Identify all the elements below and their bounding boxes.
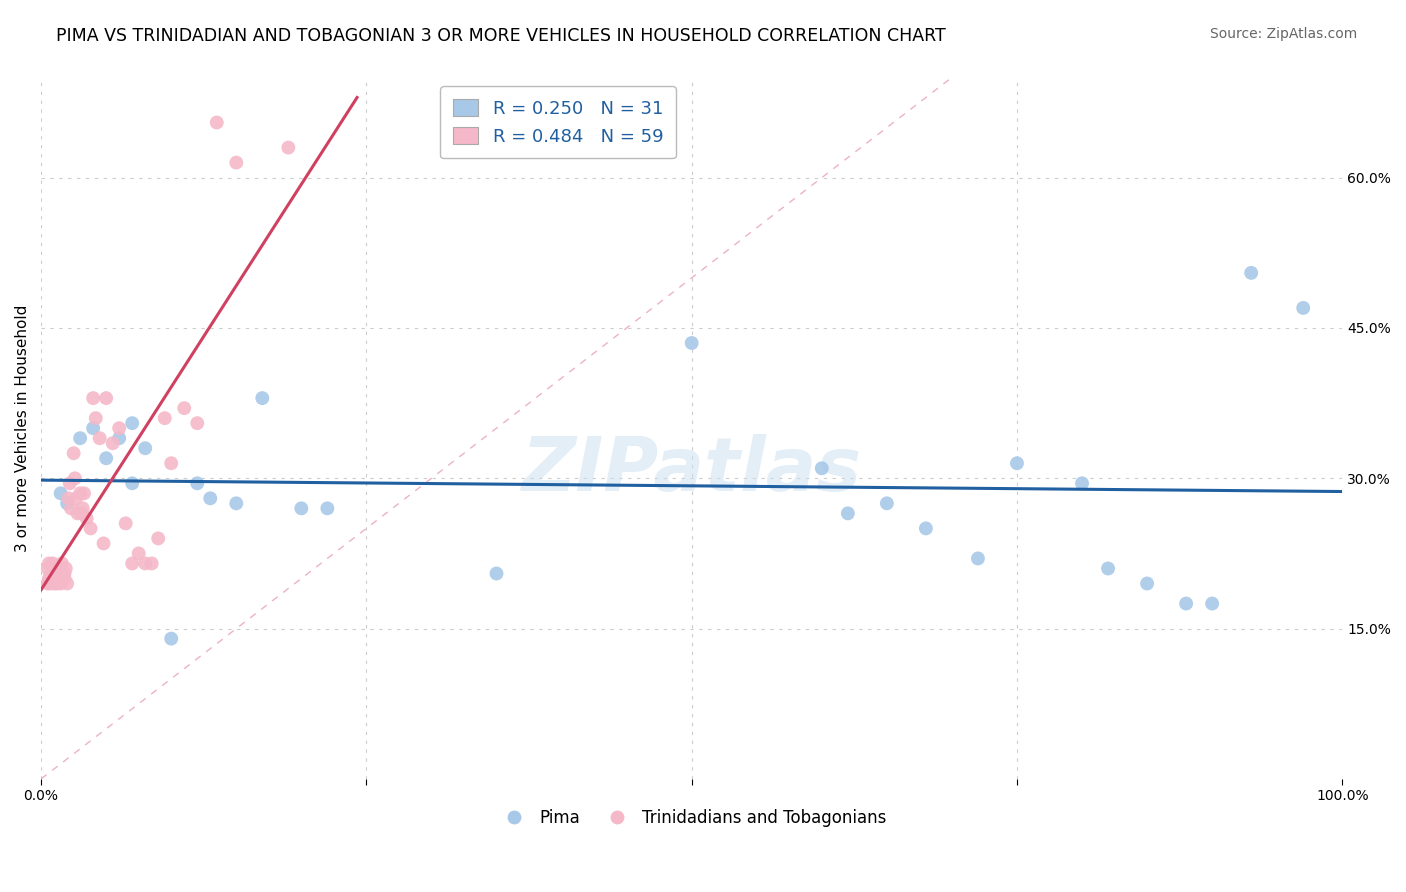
Point xyxy=(186,476,208,491)
Point xyxy=(37,561,59,575)
Point xyxy=(1136,576,1159,591)
Point xyxy=(290,501,312,516)
Point xyxy=(41,572,63,586)
Point xyxy=(58,491,80,506)
Point xyxy=(837,507,859,521)
Point xyxy=(252,391,274,405)
Point xyxy=(79,521,101,535)
Point xyxy=(56,576,79,591)
Point xyxy=(160,456,183,470)
Point xyxy=(1240,266,1263,280)
Point xyxy=(681,336,703,351)
Point xyxy=(38,557,60,571)
Point xyxy=(49,576,72,591)
Point xyxy=(101,436,124,450)
Point xyxy=(51,557,73,571)
Point xyxy=(134,557,156,571)
Legend: Pima, Trinidadians and Tobagonians: Pima, Trinidadians and Tobagonians xyxy=(491,803,893,834)
Point xyxy=(121,476,143,491)
Point xyxy=(41,566,63,581)
Point xyxy=(316,501,339,516)
Point xyxy=(84,411,107,425)
Point xyxy=(153,411,176,425)
Point xyxy=(76,511,98,525)
Point xyxy=(44,572,66,586)
Point xyxy=(108,431,131,445)
Point xyxy=(38,572,60,586)
Point xyxy=(277,140,299,154)
Point xyxy=(82,421,104,435)
Point xyxy=(485,566,508,581)
Point xyxy=(46,572,69,586)
Text: Source: ZipAtlas.com: Source: ZipAtlas.com xyxy=(1209,27,1357,41)
Point xyxy=(60,501,83,516)
Point xyxy=(70,507,93,521)
Point xyxy=(49,486,72,500)
Point xyxy=(39,572,62,586)
Point xyxy=(1097,561,1119,575)
Point xyxy=(42,557,65,571)
Point xyxy=(49,572,72,586)
Point xyxy=(93,536,115,550)
Point xyxy=(225,496,247,510)
Point xyxy=(42,576,65,591)
Point xyxy=(141,557,163,571)
Point xyxy=(42,566,65,581)
Point xyxy=(44,566,66,581)
Point xyxy=(56,496,79,510)
Point xyxy=(62,446,84,460)
Point xyxy=(114,516,136,531)
Point xyxy=(128,546,150,560)
Point xyxy=(66,507,89,521)
Point xyxy=(72,501,94,516)
Point xyxy=(121,557,143,571)
Point xyxy=(59,476,82,491)
Point xyxy=(967,551,990,566)
Point xyxy=(51,572,73,586)
Point xyxy=(1292,301,1315,315)
Point xyxy=(205,115,228,129)
Point xyxy=(82,391,104,405)
Point xyxy=(134,441,156,455)
Point xyxy=(915,521,938,535)
Point xyxy=(173,401,195,416)
Point xyxy=(39,576,62,591)
Point xyxy=(1005,456,1028,470)
Point xyxy=(42,572,65,586)
Point xyxy=(108,421,131,435)
Point xyxy=(89,431,111,445)
Point xyxy=(876,496,898,510)
Point xyxy=(225,155,247,169)
Point xyxy=(37,576,59,591)
Point xyxy=(73,486,96,500)
Point xyxy=(69,486,91,500)
Point xyxy=(63,471,86,485)
Text: PIMA VS TRINIDADIAN AND TOBAGONIAN 3 OR MORE VEHICLES IN HOUSEHOLD CORRELATION C: PIMA VS TRINIDADIAN AND TOBAGONIAN 3 OR … xyxy=(56,27,946,45)
Point xyxy=(55,561,77,575)
Point xyxy=(200,491,222,506)
Point xyxy=(53,566,76,581)
Point xyxy=(48,566,70,581)
Point xyxy=(810,461,832,475)
Point xyxy=(160,632,183,646)
Point xyxy=(53,572,76,586)
Point xyxy=(65,491,87,506)
Point xyxy=(69,431,91,445)
Y-axis label: 3 or more Vehicles in Household: 3 or more Vehicles in Household xyxy=(15,304,30,552)
Point xyxy=(1071,476,1094,491)
Text: ZIPatlas: ZIPatlas xyxy=(522,434,862,507)
Point xyxy=(96,391,118,405)
Point xyxy=(148,532,170,546)
Point xyxy=(96,451,118,466)
Point xyxy=(121,416,143,430)
Point xyxy=(1201,597,1223,611)
Point xyxy=(186,416,208,430)
Point xyxy=(1175,597,1198,611)
Point xyxy=(46,561,69,575)
Point xyxy=(45,576,67,591)
